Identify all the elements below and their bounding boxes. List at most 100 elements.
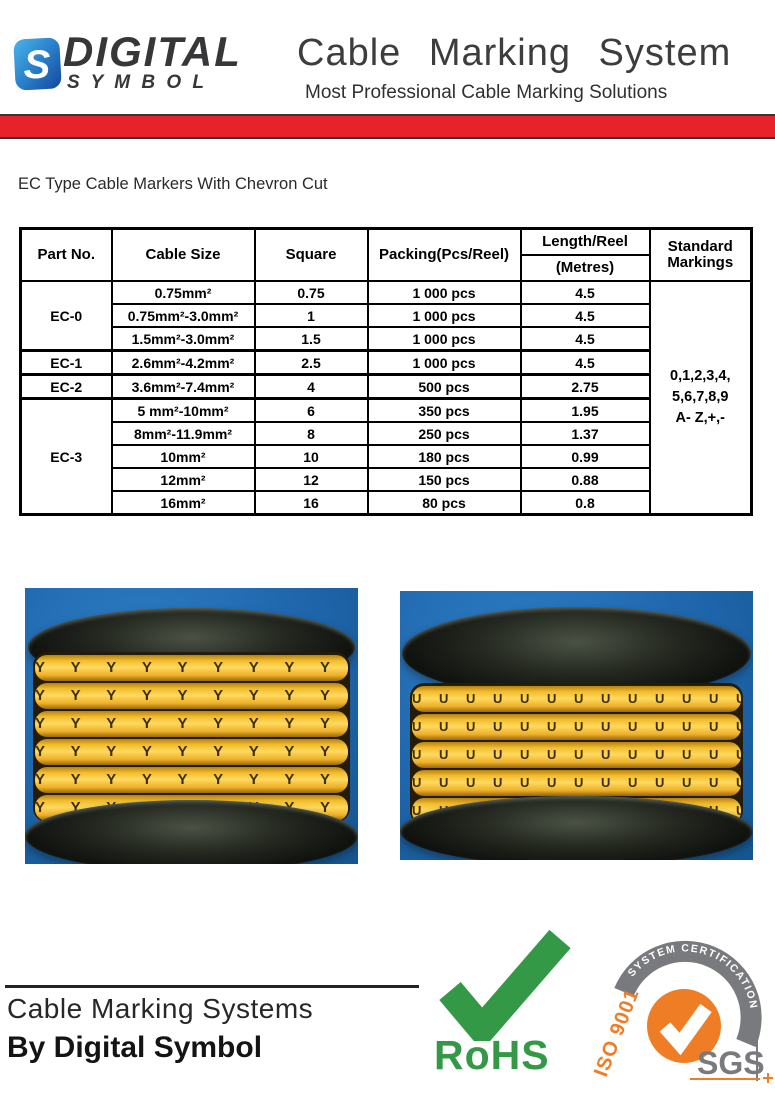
- spec-table: Part No. Cable Size Square Packing(Pcs/R…: [19, 227, 753, 516]
- marker-row: Y Y Y Y Y Y Y Y Y Y Y Y Y Y Y Y Y Y: [35, 683, 348, 709]
- cable-marker-reel-photo-u: U U U U U U U U U U U U U U U U U U U U …: [400, 591, 753, 860]
- cell-size: 1.5mm²-3.0mm²: [110, 326, 256, 352]
- cell-length: 1.95: [519, 397, 651, 423]
- cell-length: 4.5: [519, 326, 651, 352]
- cell-part: EC-2: [19, 373, 113, 400]
- marker-row: Y Y Y Y Y Y Y Y Y Y Y Y Y Y Y Y Y Y: [35, 739, 348, 765]
- cell-length: 4.5: [519, 280, 651, 305]
- digital-symbol-logo-icon: S: [13, 37, 62, 91]
- cell-square: 16: [253, 490, 369, 516]
- table-row: 8mm²-11.9mm² 8 250 pcs 1.37: [21, 421, 752, 446]
- cell-square: 2.5: [253, 349, 369, 376]
- cell-length: 2.75: [519, 373, 651, 400]
- col-header-size: Cable Size: [110, 227, 256, 282]
- col-header-length: Length/Reel: [519, 227, 651, 256]
- col-header-metres: (Metres): [519, 254, 651, 282]
- marker-row: U U U U U U U U U U U U U U U U U U U U …: [412, 714, 741, 740]
- cell-square: 1: [253, 303, 369, 328]
- marker-row: Y Y Y Y Y Y Y Y Y Y Y Y Y Y Y Y Y Y: [35, 711, 348, 737]
- marker-row: Y Y Y Y Y Y Y Y Y Y Y Y Y Y Y Y Y Y: [35, 767, 348, 793]
- cell-length: 0.8: [519, 490, 651, 516]
- reel-drum: Y Y Y Y Y Y Y Y Y Y Y Y Y Y Y Y Y Y Y Y …: [33, 652, 350, 822]
- table-row: 16mm² 16 80 pcs 0.8: [21, 490, 752, 516]
- standard-markings-line: A- Z,+,-: [675, 410, 726, 426]
- section-heading: EC Type Cable Markers With Chevron Cut: [18, 175, 328, 193]
- logo-letter-s: S: [24, 43, 51, 87]
- sgs-iso9001-certification-logo: SYSTEM CERTIFICATION ISO 9001 SGS: [592, 940, 773, 1083]
- cell-part: EC-1: [19, 349, 113, 376]
- cell-size: 8mm²-11.9mm²: [110, 421, 256, 446]
- cell-size: 3.6mm²-7.4mm²: [110, 373, 256, 400]
- sgs-orange-underline: [690, 1078, 760, 1080]
- standard-markings-line: 0,1,2,3,4,: [670, 367, 731, 384]
- col-header-square: Square: [253, 227, 369, 282]
- sgs-brand-text: SGS: [697, 1045, 765, 1081]
- table-row: 12mm² 12 150 pcs 0.88: [21, 467, 752, 492]
- table-row: EC-2 3.6mm²-7.4mm² 4 500 pcs 2.75: [19, 373, 752, 400]
- cell-length: 4.5: [519, 349, 651, 376]
- cell-packing: 150 pcs: [366, 467, 522, 492]
- brand-name: DIGITAL: [63, 28, 242, 75]
- page-subtitle: Most Professional Cable Marking Solution…: [305, 82, 668, 103]
- footer-byline: By Digital Symbol: [7, 1031, 263, 1064]
- col-header-standard: Standard Markings: [648, 227, 753, 282]
- col-header-standard-line2: Markings: [667, 254, 734, 271]
- table-row: 1.5mm²-3.0mm² 1.5 1 000 pcs 4.5: [21, 326, 752, 352]
- cell-square: 10: [253, 444, 369, 469]
- reel-bottom-flange: [25, 800, 358, 864]
- red-divider-bar: [0, 114, 775, 139]
- cell-size: 0.75mm²-3.0mm²: [110, 303, 256, 328]
- table-header-row2: (Metres): [21, 254, 752, 282]
- cell-square: 12: [253, 467, 369, 492]
- cell-size: 5 mm²-10mm²: [110, 397, 256, 423]
- sgs-vertical-rule: [756, 1037, 758, 1081]
- marker-row: U U U U U U U U U U U U U U U U U U U U …: [412, 770, 741, 796]
- cell-part: EC-0: [19, 280, 113, 352]
- cell-size: 16mm²: [110, 490, 256, 516]
- cell-packing: 80 pcs: [366, 490, 522, 516]
- col-header-packing: Packing(Pcs/Reel): [366, 227, 522, 282]
- cell-size: 12mm²: [110, 467, 256, 492]
- footer-tagline: Cable Marking Systems: [7, 993, 314, 1024]
- table-header-row: Part No. Cable Size Square Packing(Pcs/R…: [19, 227, 753, 282]
- marker-row: U U U U U U U U U U U U U U U U U U U U …: [412, 686, 741, 712]
- cell-packing: 1 000 pcs: [366, 280, 522, 305]
- standard-markings-line: 5,6,7,8,9: [672, 388, 729, 405]
- table-row: EC-1 2.6mm²-4.2mm² 2.5 1 000 pcs 4.5: [19, 349, 752, 376]
- cell-length: 1.37: [519, 421, 651, 446]
- rohs-logo: RoHS: [426, 929, 584, 1089]
- cell-length: 0.88: [519, 467, 651, 492]
- cell-size: 2.6mm²-4.2mm²: [110, 349, 256, 376]
- reel-bottom-flange: [400, 796, 753, 860]
- col-header-part: Part No.: [19, 227, 113, 282]
- cell-packing: 500 pcs: [366, 373, 522, 400]
- iso-9001-text: ISO 9001: [592, 986, 644, 1080]
- marker-row: U U U U U U U U U U U U U U U U U U U U …: [412, 742, 741, 768]
- cell-packing: 350 pcs: [366, 397, 522, 423]
- cable-marker-reel-photo-y: Y Y Y Y Y Y Y Y Y Y Y Y Y Y Y Y Y Y Y Y …: [25, 588, 358, 864]
- cell-packing: 1 000 pcs: [366, 349, 522, 376]
- table-row: 10mm² 10 180 pcs 0.99: [21, 444, 752, 469]
- cell-packing: 1 000 pcs: [366, 326, 522, 352]
- cell-part: EC-3: [19, 397, 113, 516]
- cell-square: 6: [253, 397, 369, 423]
- table-row: EC-3 5 mm²-10mm² 6 350 pcs 1.95: [19, 397, 752, 516]
- cell-size: 10mm²: [110, 444, 256, 469]
- cell-packing: 180 pcs: [366, 444, 522, 469]
- cell-packing: 1 000 pcs: [366, 303, 522, 328]
- table-row: 0.75mm²-3.0mm² 1 1 000 pcs 4.5: [21, 303, 752, 328]
- cell-square: 4: [253, 373, 369, 400]
- cell-square: 0.75: [253, 280, 369, 305]
- brand-subname: S Y M B O L: [67, 72, 207, 93]
- cell-length: 4.5: [519, 303, 651, 328]
- footer-divider-line: [5, 985, 419, 988]
- page-title: Cable Marking System: [297, 32, 732, 74]
- cell-size: 0.75mm²: [110, 280, 256, 305]
- cell-standard-markings: 0,1,2,3,4, 5,6,7,8,9 A- Z,+,-: [648, 280, 753, 516]
- cell-square: 1.5: [253, 326, 369, 352]
- sgs-plus-mark: [767, 1073, 769, 1083]
- marker-row: Y Y Y Y Y Y Y Y Y Y Y Y Y Y Y Y Y Y: [35, 655, 348, 681]
- cell-packing: 250 pcs: [366, 421, 522, 446]
- col-header-standard-line1: Standard: [667, 237, 733, 255]
